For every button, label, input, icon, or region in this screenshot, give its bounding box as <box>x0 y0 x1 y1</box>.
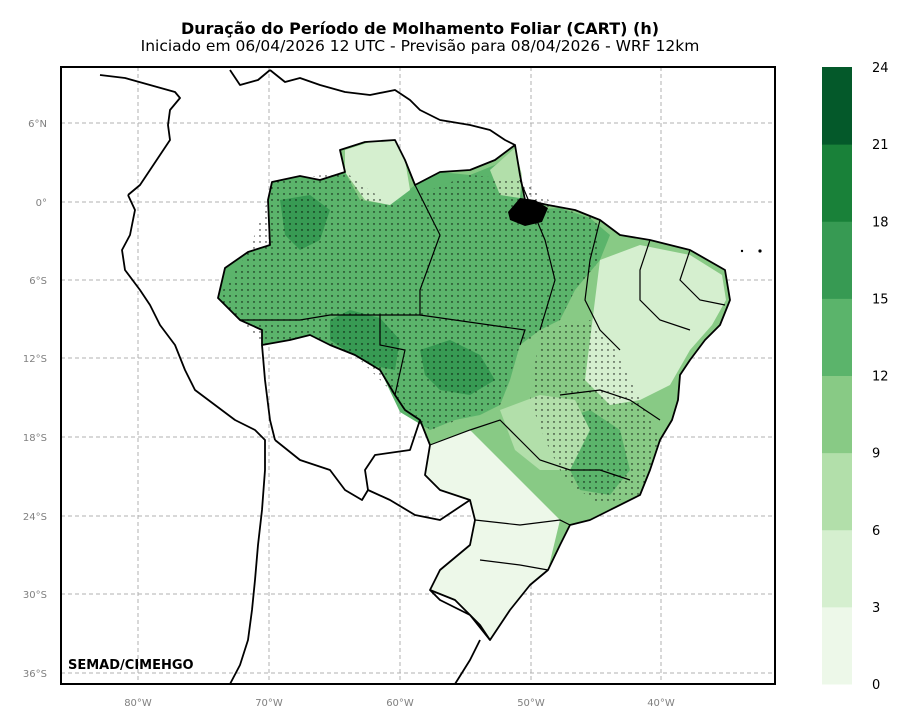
map-title: Duração do Período de Molhamento Foliar … <box>180 19 660 38</box>
colorbar-segment <box>822 67 852 145</box>
credit-label: SEMAD/CIMEHGO <box>68 658 194 673</box>
lat-tick-label: 6°S <box>29 276 47 287</box>
lon-tick-label: 50°W <box>517 698 545 709</box>
map-subtitle: Iniciado em 06/04/2026 12 UTC - Previsão… <box>140 37 700 55</box>
lat-tick-label: 24°S <box>23 512 47 523</box>
map-field <box>61 67 775 684</box>
lat-tick-label: 18°S <box>23 433 47 444</box>
colorbar-segment <box>822 529 852 608</box>
lon-tick-label: 80°W <box>124 698 152 709</box>
map-frame <box>60 66 776 685</box>
colorbar-tick-label: 3 <box>872 601 880 616</box>
colorbar-segment <box>822 144 852 222</box>
stipple-southeast <box>530 320 660 505</box>
colorbar-tick-label: 9 <box>872 447 880 462</box>
lat-tick-label: 0° <box>36 198 47 209</box>
lat-tick-label: 12°S <box>23 354 47 365</box>
lon-tick-labels: 80°W 70°W 60°W 50°W 40°W <box>124 698 675 709</box>
colorbar-tick-label: 24 <box>872 61 889 76</box>
light-south <box>425 430 560 640</box>
borders <box>99 69 731 684</box>
island <box>740 249 744 253</box>
island <box>758 249 762 253</box>
colorbar: 0 3 6 9 12 15 18 21 24 <box>822 61 889 693</box>
state-borders <box>240 159 726 571</box>
colorbar-tick-label: 6 <box>872 524 880 539</box>
lon-tick-label: 60°W <box>386 698 414 709</box>
colorbar-tick-label: 15 <box>872 292 889 307</box>
lon-tick-label: 70°W <box>255 698 283 709</box>
lat-tick-label: 30°S <box>23 590 47 601</box>
amazon-mouth <box>508 198 548 226</box>
lat-tick-labels: 6°N 0° 6°S 12°S 18°S 24°S 30°S 36°S <box>23 119 47 680</box>
colorbar-tick-label: 21 <box>872 138 889 153</box>
colorbar-segment <box>822 221 852 299</box>
lat-tick-label: 6°N <box>28 119 47 130</box>
lon-tick-label: 40°W <box>647 698 675 709</box>
colorbar-segment <box>822 452 852 531</box>
colorbar-tick-label: 18 <box>872 215 889 230</box>
colorbar-segment <box>822 606 852 685</box>
lat-tick-label: 36°S <box>23 669 47 680</box>
stipple-north <box>218 172 600 430</box>
colorbar-segment <box>822 375 852 454</box>
colorbar-tick-label: 12 <box>872 370 889 385</box>
colorbar-segment <box>822 298 852 376</box>
colorbar-tick-label: 0 <box>872 678 880 693</box>
